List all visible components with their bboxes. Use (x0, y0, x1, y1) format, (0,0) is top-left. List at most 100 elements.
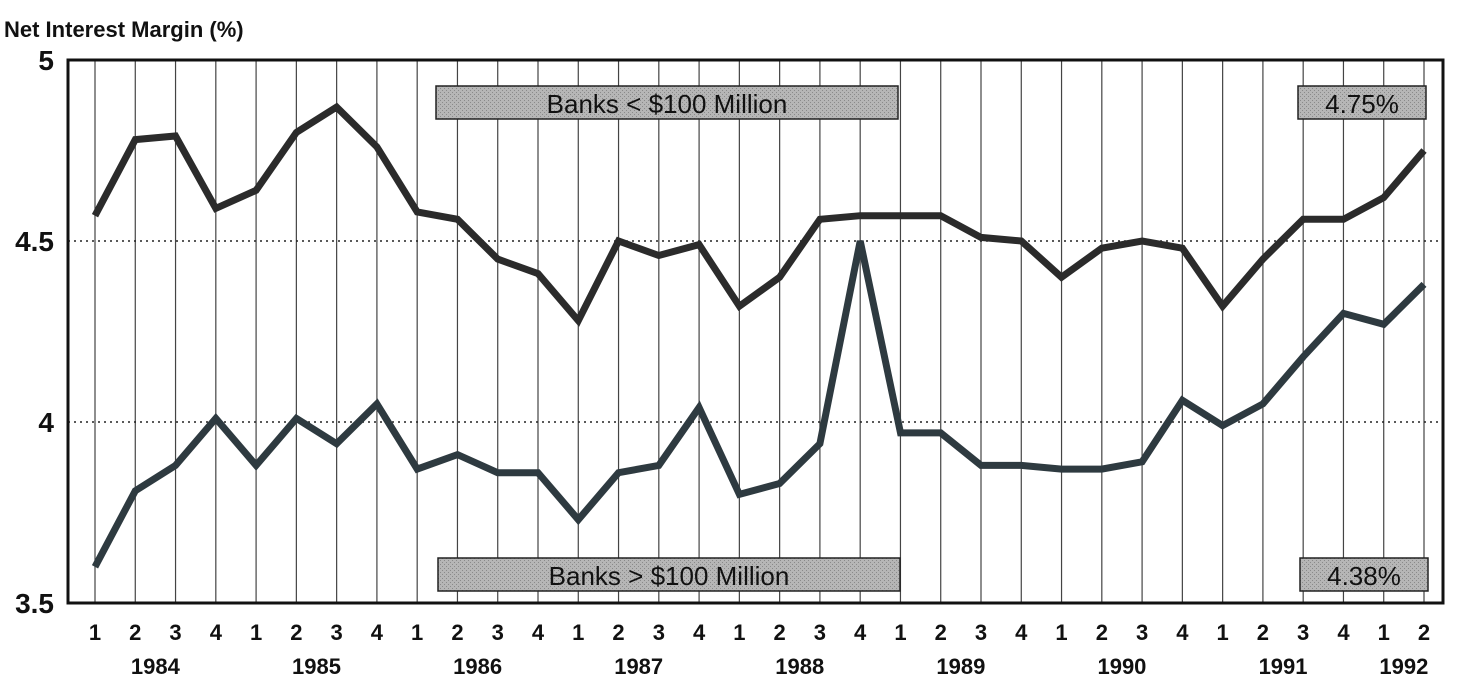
data-point (1061, 468, 1063, 470)
data-point (658, 464, 660, 466)
x-quarter-label: 3 (1297, 620, 1309, 645)
x-quarter-label: 3 (975, 620, 987, 645)
data-point (1342, 218, 1344, 220)
data-point (899, 215, 901, 217)
data-point (779, 483, 781, 485)
series-b-name-box: Banks > $100 Million (437, 557, 901, 592)
plot-frame (66, 58, 1445, 605)
data-point (940, 215, 942, 217)
x-quarter-label: 3 (1136, 620, 1148, 645)
series-b-end-box-bg (1299, 557, 1429, 592)
x-quarter-label: 3 (169, 620, 181, 645)
series-b-name: Banks > $100 Million (549, 561, 790, 591)
x-quarter-label: 1 (1217, 620, 1229, 645)
data-point (698, 244, 700, 246)
data-point (1222, 305, 1224, 307)
x-quarter-label: 2 (1418, 620, 1430, 645)
horizontal-gridlines (68, 240, 1443, 423)
y-tick-labels: 3.5 4 4.5 5 (15, 45, 54, 619)
data-point (618, 472, 620, 474)
data-point (175, 464, 177, 466)
x-quarter-label: 1 (89, 620, 101, 645)
x-quarter-label: 4 (693, 620, 706, 645)
x-quarter-labels: 1 2 3 4 1 2 3 4 1 2 3 4 1 2 3 4 1 2 3 4 1 2 3 4 1 2 3 4 1 2 3 4 1 2 (89, 620, 1430, 645)
data-point (416, 468, 418, 470)
data-point (1383, 323, 1385, 325)
x-quarter-label: 1 (733, 620, 745, 645)
data-point (1101, 247, 1103, 249)
data-point (134, 139, 136, 141)
series-a-end-label: 4.75% (1325, 89, 1399, 119)
series-line-large-banks (91, 240, 1427, 569)
data-point (255, 464, 257, 466)
x-quarter-label: 2 (1257, 620, 1269, 645)
data-point (336, 443, 338, 445)
x-quarter-label: 1 (250, 620, 262, 645)
data-point (456, 218, 458, 220)
data-point (859, 215, 861, 217)
data-point (1181, 247, 1183, 249)
x-quarter-label: 4 (210, 620, 223, 645)
data-point (738, 493, 740, 495)
data-point (980, 464, 982, 466)
data-point (577, 519, 579, 521)
x-quarter-label: 2 (774, 620, 786, 645)
data-point (1423, 283, 1425, 285)
x-quarter-label: 3 (814, 620, 826, 645)
data-point (819, 218, 821, 220)
data-point (175, 135, 177, 137)
x-quarter-label: 4 (1015, 620, 1028, 645)
data-point (1262, 258, 1264, 260)
data-point (1020, 464, 1022, 466)
data-point (376, 403, 378, 405)
series-lines (91, 102, 1427, 569)
x-year-label: 1992 (1379, 654, 1428, 679)
series-b-end-label: 4.38% (1327, 561, 1401, 591)
x-year-label: 1989 (936, 654, 985, 679)
x-quarter-label: 4 (1176, 620, 1189, 645)
data-point (1181, 399, 1183, 401)
data-point (376, 146, 378, 148)
data-point (940, 432, 942, 434)
data-point (497, 258, 499, 260)
data-point (1061, 276, 1063, 278)
data-point (658, 254, 660, 256)
x-quarter-label: 2 (1096, 620, 1108, 645)
data-point (1222, 425, 1224, 427)
data-point (295, 417, 297, 419)
x-quarter-label: 1 (894, 620, 906, 645)
y-tick-label: 3.5 (15, 588, 54, 619)
y-tick-label: 4 (38, 407, 54, 438)
data-point (577, 320, 579, 322)
x-quarter-label: 4 (1337, 620, 1350, 645)
x-year-label: 1987 (614, 654, 663, 679)
x-quarter-label: 4 (854, 620, 867, 645)
data-point (980, 236, 982, 238)
data-point (1141, 240, 1143, 242)
x-year-labels: 1984 1985 1986 1987 1988 1989 1990 1991 1992 (131, 654, 1428, 679)
x-quarter-label: 2 (612, 620, 624, 645)
data-point (1020, 240, 1022, 242)
data-point (94, 215, 96, 217)
vertical-gridlines (94, 60, 1425, 603)
data-point (134, 490, 136, 492)
data-point (1302, 218, 1304, 220)
data-point (618, 240, 620, 242)
data-point (537, 273, 539, 275)
series-b-end-box: 4.38% (1299, 557, 1429, 592)
y-tick-label: 5 (38, 45, 54, 76)
data-point (1141, 461, 1143, 463)
y-axis-title: Net Interest Margin (%) (4, 17, 244, 42)
x-year-label: 1984 (131, 654, 181, 679)
x-quarter-label: 2 (935, 620, 947, 645)
y-tick-label: 4.5 (15, 226, 54, 257)
data-point (416, 211, 418, 213)
data-point (899, 432, 901, 434)
series-a-end-box: 4.75% (1297, 85, 1427, 120)
data-point (1423, 150, 1425, 151)
x-quarter-label: 3 (653, 620, 665, 645)
data-point (1262, 403, 1264, 405)
series-b-name-box-bg (437, 557, 901, 592)
series-a-name: Banks < $100 Million (547, 89, 788, 119)
x-year-label: 1988 (775, 654, 824, 679)
